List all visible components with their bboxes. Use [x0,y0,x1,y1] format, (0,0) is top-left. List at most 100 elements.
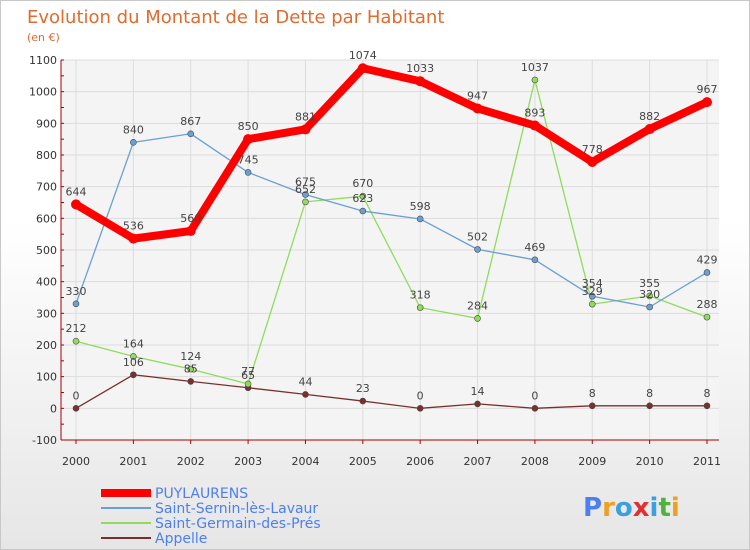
data-point [357,63,368,74]
data-label: 44 [298,375,312,388]
data-label: 623 [352,192,373,205]
data-point [359,192,367,200]
y-tick-label: 0 [50,402,57,415]
data-label: 1037 [521,61,549,74]
y-tick-label: 100 [36,371,57,384]
x-tick-label: 2001 [119,455,147,468]
logo-letter: r [602,493,615,523]
x-tick-label: 2004 [291,455,319,468]
data-label: 354 [582,277,603,290]
data-label: 850 [238,120,259,133]
data-point [244,169,252,176]
data-point [185,226,196,236]
y-tick-label: 200 [36,339,57,352]
data-label: 598 [410,200,431,213]
x-tick-label: 2009 [578,455,606,468]
legend-label: PUYLAURENS [155,486,248,502]
data-label: 429 [697,253,718,266]
y-tick-label: 900 [36,117,57,130]
data-point [416,405,424,412]
proxiti-logo: Proxiti [583,493,680,523]
data-point [703,269,711,276]
data-point [646,303,653,311]
data-label: 881 [295,110,316,123]
y-tick-label: 300 [36,307,57,320]
data-point [703,402,711,410]
data-point [703,313,711,321]
data-label: 164 [123,337,144,350]
logo-letter: i [650,493,659,523]
x-tick-label: 2000 [62,455,90,468]
data-label: 8 [589,387,596,400]
data-label: 0 [417,389,424,402]
series-1 [72,130,711,311]
y-tick-label: 700 [36,181,57,194]
grid [61,59,719,441]
data-point [302,391,309,398]
data-label: 318 [410,289,431,302]
data-point [474,246,481,253]
data-label: 288 [697,298,718,311]
data-point [130,371,137,379]
data-label: 867 [180,115,201,128]
data-label: 893 [524,107,545,120]
data-label: 0 [73,389,80,402]
data-point [130,353,137,360]
data-label: 23 [356,382,370,395]
data-point [646,292,653,300]
data-label: 1033 [406,62,434,75]
data-label: 947 [467,89,488,102]
x-tick-label: 2002 [177,455,205,468]
y-tick-label: 1000 [29,86,57,99]
data-label: 330 [66,285,87,298]
data-point [587,156,598,167]
data-label: 536 [123,220,144,233]
data-label: 469 [524,241,545,254]
logo-letter: o [615,493,633,523]
data-point [243,134,254,145]
data-label: 14 [471,385,485,398]
data-label: 882 [639,110,660,123]
data-point [359,207,367,215]
data-label: 320 [639,288,660,301]
x-tick-label: 2011 [693,455,721,468]
y-tick-label: 500 [36,244,57,257]
y-tick-label: 1100 [29,54,57,67]
data-label: 652 [295,183,316,196]
data-label: 85 [184,362,198,375]
data-point [416,215,424,223]
x-tick-label: 2008 [521,455,549,468]
series-line [73,64,709,243]
data-point [646,402,653,410]
data-label: 644 [66,185,87,198]
series-3 [72,371,711,412]
chart-title: Evolution du Montant de la Dette par Hab… [27,7,444,28]
data-label: 284 [467,299,488,312]
data-point [187,130,195,138]
data-label: 670 [352,177,373,190]
data-label: 840 [123,123,144,136]
data-label: 106 [123,356,144,369]
axes: -100010020030040050060070080090010001100… [29,54,721,468]
data-point [588,402,596,410]
data-point [531,405,539,412]
data-point [588,292,596,300]
data-labels: 0 106 85 65 44 23 0 14 0 8 8 8 212 164 124 77 652 670 318 2… [66,49,718,402]
data-point [416,304,424,311]
x-tick-label: 2007 [464,455,492,468]
data-label: 77 [241,365,255,378]
data-point [415,76,426,87]
legend: PUYLAURENSSaint-Sernin-lès-LavaurSaint-G… [101,486,321,547]
data-point [588,300,596,308]
logo-letter: i [671,493,680,523]
data-point [359,397,367,405]
data-point [474,400,481,408]
data-label: 675 [295,176,316,189]
x-tick-label: 2006 [406,455,434,468]
data-point [187,378,195,385]
data-label: 778 [582,143,603,156]
data-label: 560 [180,212,201,225]
series-line [75,79,708,385]
data-label: 65 [241,369,255,382]
